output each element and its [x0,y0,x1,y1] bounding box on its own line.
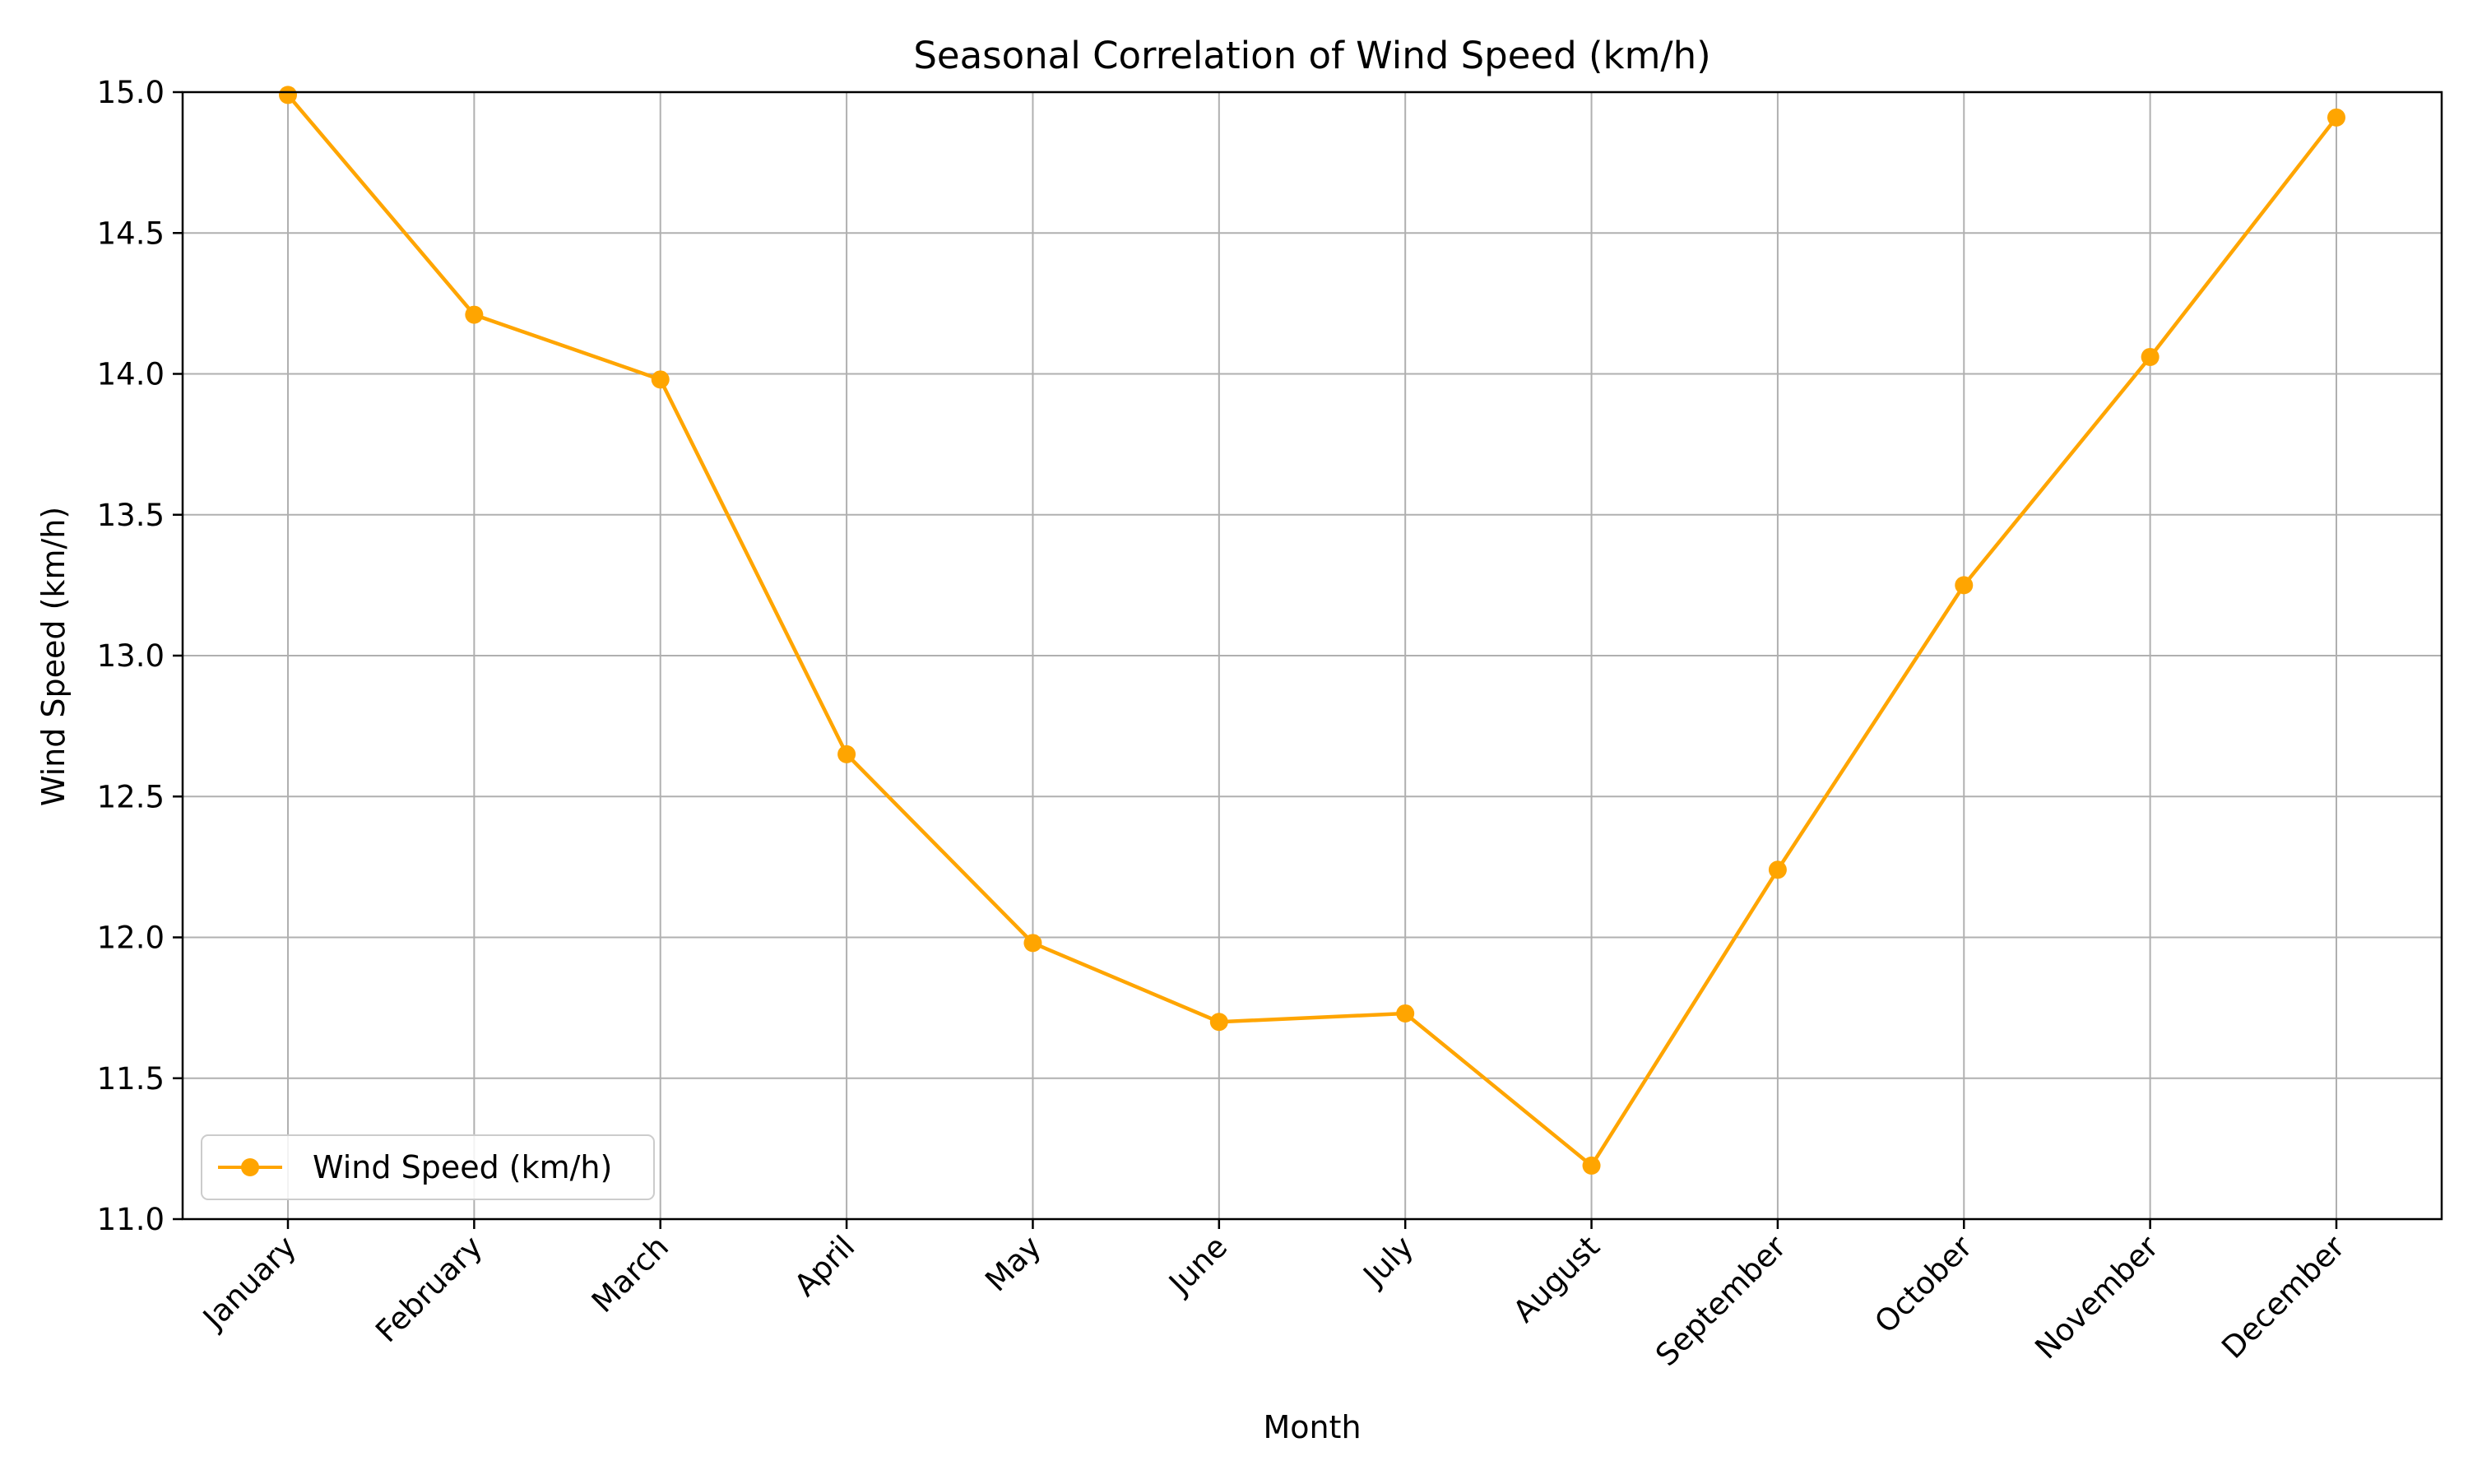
y-tick-label: 12.5 [97,779,165,814]
data-point [1955,576,1974,595]
y-axis-label: Wind Speed (km/h) [35,507,72,806]
x-tick-label: June [1161,1229,1234,1302]
y-tick-label: 13.5 [97,498,165,533]
y-tick-label: 12.0 [97,921,165,956]
y-axis: 11.0 11.5 12.0 12.5 13.0 13.5 14.0 14.5 15.0 [97,75,183,1237]
x-tick-label: August [1506,1229,1607,1329]
data-point [1023,934,1042,953]
data-point [1396,1004,1415,1023]
x-tick-label: October [1868,1228,1980,1340]
legend-label: Wind Speed (km/h) [313,1149,612,1185]
legend-box [201,1134,655,1200]
legend-marker-swatch [241,1158,259,1176]
x-axis: January February March April May June July Augu… [195,1219,2352,1373]
data-point [2141,347,2160,366]
series-line [286,93,2338,1168]
y-tick-label: 14.0 [97,357,165,392]
y-tick-label: 15.0 [97,75,165,110]
series-layer [279,86,2345,1175]
y-tick-label: 11.5 [97,1061,165,1097]
x-tick-label: May [978,1229,1047,1298]
data-point [1209,1013,1228,1032]
x-tick-label: September [1649,1228,1793,1373]
data-point [465,305,484,324]
x-tick-label: January [195,1229,303,1337]
data-point [2327,108,2345,127]
y-tick-label: 13.0 [97,638,165,674]
x-tick-label: July [1356,1229,1421,1294]
data-point [1582,1156,1601,1175]
data-point [651,370,670,389]
grid [183,91,2442,1220]
data-point [837,744,856,763]
x-tick-label: March [585,1229,675,1319]
x-tick-label: December [2215,1228,2352,1366]
x-axis-label: Month [1263,1409,1361,1445]
y-tick-label: 14.5 [97,216,165,251]
y-tick-label: 11.0 [97,1202,165,1237]
x-tick-label: April [787,1229,861,1303]
legend: Wind Speed (km/h) [201,1134,655,1200]
data-point [279,86,297,104]
x-tick-label: February [369,1229,489,1349]
x-tick-label: November [2028,1228,2165,1366]
data-point [1768,860,1787,879]
chart-title: Seasonal Correlation of Wind Speed (km/h… [913,34,1710,77]
